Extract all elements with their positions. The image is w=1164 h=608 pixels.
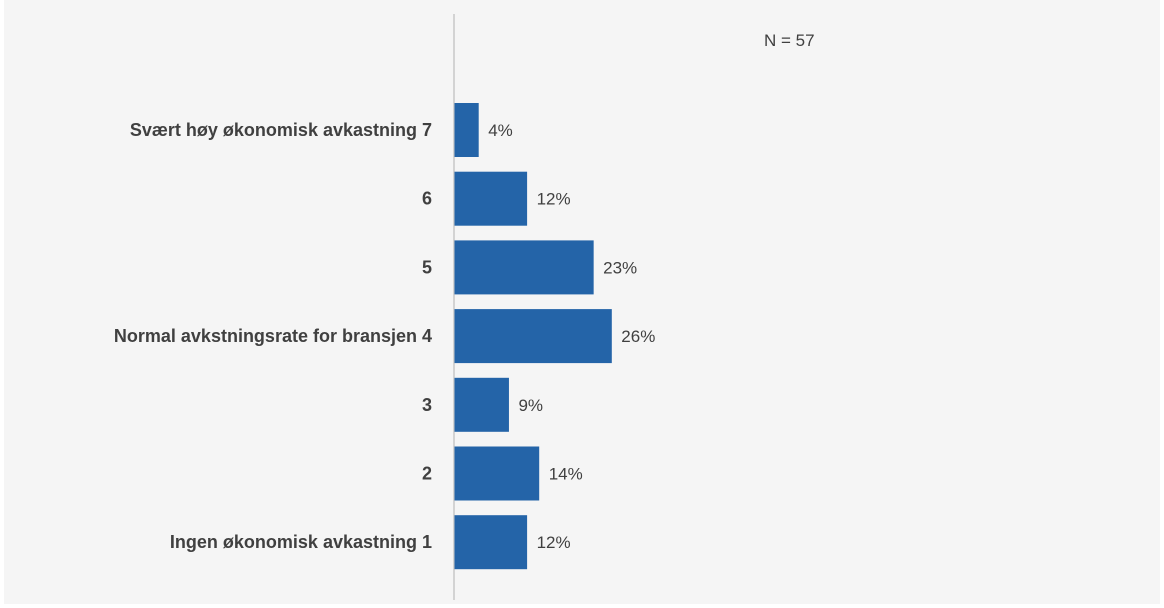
bar-7 xyxy=(454,515,528,570)
bar-chart: N = 57 Svært høy økonomisk avkastning 7 4… xyxy=(114,14,815,600)
chart-background: N = 57 Svært høy økonomisk avkastning 7 4… xyxy=(4,0,1160,604)
category-label-5: 3 xyxy=(422,395,432,415)
value-label-1: 4% xyxy=(488,121,513,140)
value-label-3: 23% xyxy=(603,258,637,277)
bars-group: Svært høy økonomisk avkastning 7 4% 6 12% 5 2… xyxy=(114,103,655,570)
category-label-1: Svært høy økonomisk avkastning 7 xyxy=(130,120,432,140)
bar-3 xyxy=(454,240,594,295)
value-label-4: 26% xyxy=(621,327,655,346)
bar-4 xyxy=(454,309,612,364)
value-label-2: 12% xyxy=(537,190,571,209)
category-label-7: Ingen økonomisk avkastning 1 xyxy=(170,532,432,552)
sample-size-annotation: N = 57 xyxy=(764,31,815,50)
value-label-6: 14% xyxy=(549,465,583,484)
category-label-2: 6 xyxy=(422,189,432,209)
bar-1 xyxy=(454,103,479,157)
bar-2 xyxy=(454,171,528,226)
category-label-6: 2 xyxy=(422,464,432,484)
value-label-7: 12% xyxy=(537,533,571,552)
category-label-4: Normal avkstningsrate for bransjen 4 xyxy=(114,326,432,346)
bar-6 xyxy=(454,446,540,501)
category-label-3: 5 xyxy=(422,257,432,277)
bar-5 xyxy=(454,377,509,432)
value-label-5: 9% xyxy=(518,396,543,415)
